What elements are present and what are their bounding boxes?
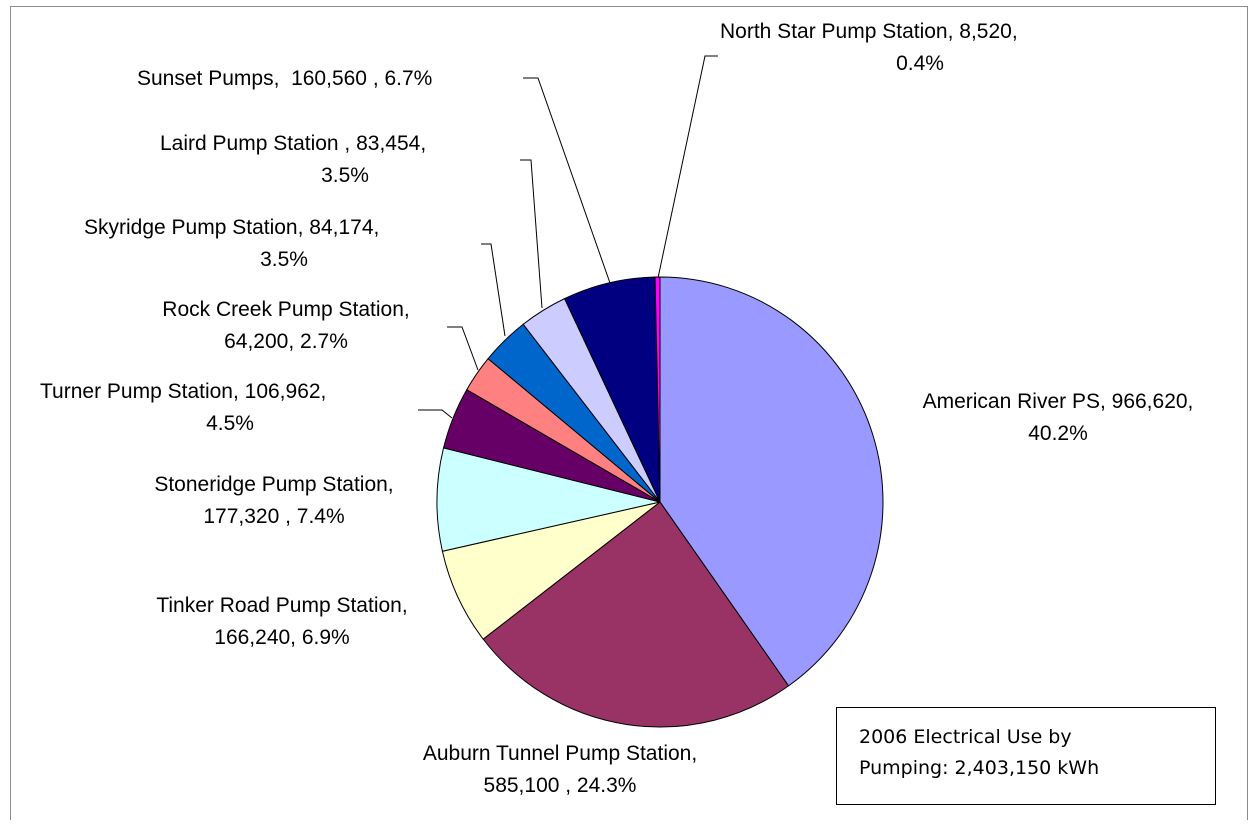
slice-label: Turner Pump Station, 106,962, 4.5%	[40, 376, 420, 440]
slice-label-line: 585,100 , 24.3%	[483, 774, 637, 797]
slice-label: Tinker Road Pump Station, 166,240, 6.9%	[112, 590, 452, 654]
slice-label-line: Rock Creek Pump Station,	[162, 298, 410, 321]
slice-label-line: Tinker Road Pump Station,	[156, 594, 408, 617]
slice-label: Laird Pump Station , 83,454, 3.5%	[160, 128, 530, 192]
slice-label: Stoneridge Pump Station, 177,320 , 7.4%	[104, 469, 444, 533]
slice-label-line: 3.5%	[321, 164, 369, 187]
leader-line	[418, 409, 453, 419]
slice-label: Auburn Tunnel Pump Station, 585,100 , 24.…	[370, 738, 750, 802]
slice-label-line: 0.4%	[896, 52, 944, 75]
leader-line	[447, 326, 479, 371]
slice-label-line: 166,240, 6.9%	[214, 626, 350, 649]
pie-slice-american-river-ps	[659, 276, 884, 687]
slice-label-line: American River PS, 966,620,	[922, 390, 1194, 413]
leader-line	[520, 159, 543, 309]
slice-label-line: 40.2%	[1028, 422, 1088, 445]
pie-slice-stoneridge-pump-station	[436, 447, 661, 552]
leader-line	[657, 55, 718, 279]
slice-label: Rock Creek Pump Station, 64,200, 2.7%	[116, 294, 456, 358]
slice-label-line: 4.5%	[206, 412, 254, 435]
slice-label-line: 64,200, 2.7%	[224, 330, 348, 353]
leader-line	[481, 243, 506, 337]
slice-label: American River PS, 966,620, 40.2%	[878, 386, 1238, 450]
slice-label-line: 3.5%	[260, 248, 308, 271]
chart-title-line-2: Pumping: 2,403,150 kWh	[859, 757, 1100, 779]
slice-label-line: Turner Pump Station, 106,962,	[40, 380, 327, 403]
slice-label-line: Skyridge Pump Station, 84,174,	[84, 216, 380, 239]
slice-label-line: North Star Pump Station, 8,520,	[720, 20, 1018, 43]
pie-slice-north-star-pump-station	[654, 276, 661, 503]
slice-label-line: Laird Pump Station , 83,454,	[160, 132, 427, 155]
chart-title-line-1: 2006 Electrical Use by	[859, 726, 1072, 748]
slice-label: Sunset Pumps, 160,560 , 6.7%	[137, 63, 537, 95]
slice-label: North Star Pump Station, 8,520, 0.4%	[720, 16, 1120, 80]
leader-line	[523, 77, 611, 284]
slice-label: Skyridge Pump Station, 84,174, 3.5%	[84, 212, 484, 276]
pie-slice-auburn-tunnel-pump-station	[482, 501, 790, 728]
slice-label-line: Sunset Pumps, 160,560 , 6.7%	[137, 67, 433, 90]
slice-label-line: 177,320 , 7.4%	[203, 505, 345, 528]
slice-label-line: Stoneridge Pump Station,	[154, 473, 394, 496]
chart-title-box: 2006 Electrical Use by Pumping: 2,403,15…	[836, 707, 1216, 805]
slice-label-line: Auburn Tunnel Pump Station,	[422, 742, 698, 765]
